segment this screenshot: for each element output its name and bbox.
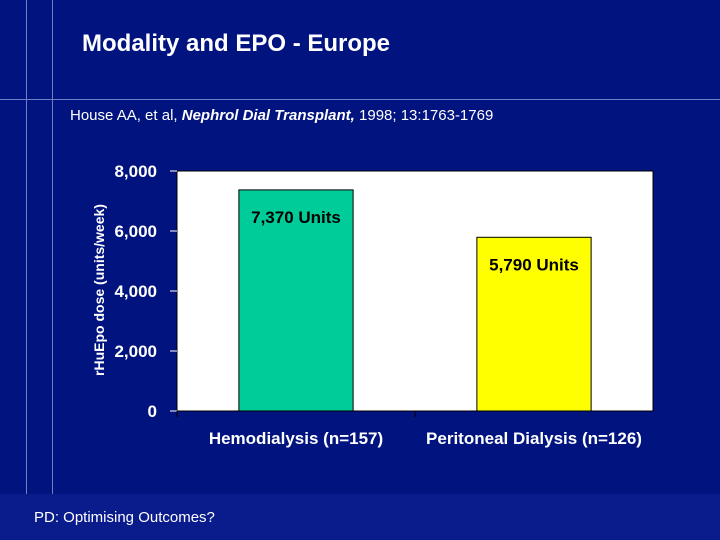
x-tick-label: Hemodialysis (n=157) <box>209 429 383 448</box>
y-tick-label: 8,000 <box>114 162 157 181</box>
citation-journal: Nephrol Dial Transplant, <box>181 107 355 124</box>
slide-title: Modality and EPO - Europe <box>82 30 391 57</box>
footer-bar <box>0 494 720 540</box>
decor-horizontal-line <box>0 99 720 100</box>
bar <box>476 236 592 412</box>
bar-chart: rHuEpo dose (units/week) 0 2,000 4,000 6,00… <box>91 162 654 448</box>
decor-vertical-line <box>26 0 27 540</box>
decor-vertical-line <box>52 0 53 540</box>
y-tick-label: 0 <box>148 402 157 421</box>
x-tick-label: Peritoneal Dialysis (n=126) <box>426 429 642 448</box>
y-axis-label: rHuEpo dose (units/week) <box>91 204 107 376</box>
bar-data-label: 7,370 Units <box>251 208 341 227</box>
bar <box>238 189 354 412</box>
y-axis: 0 2,000 4,000 6,000 8,000 <box>114 162 177 421</box>
bars: 7,370 Units 5,790 Units <box>238 189 592 412</box>
y-tick-label: 6,000 <box>114 222 157 241</box>
bar-data-label: 5,790 Units <box>489 255 579 274</box>
y-tick-label: 4,000 <box>114 282 157 301</box>
y-tick-label: 2,000 <box>114 342 157 361</box>
citation: House AA, et al, Nephrol Dial Transplant… <box>70 107 493 124</box>
citation-details: 1998; 13:1763-1769 <box>359 107 494 124</box>
x-axis: Hemodialysis (n=157) Peritoneal Dialysis … <box>176 411 642 448</box>
footer-text: PD: Optimising Outcomes? <box>34 509 215 526</box>
citation-authors: House AA, et al, <box>70 107 178 124</box>
